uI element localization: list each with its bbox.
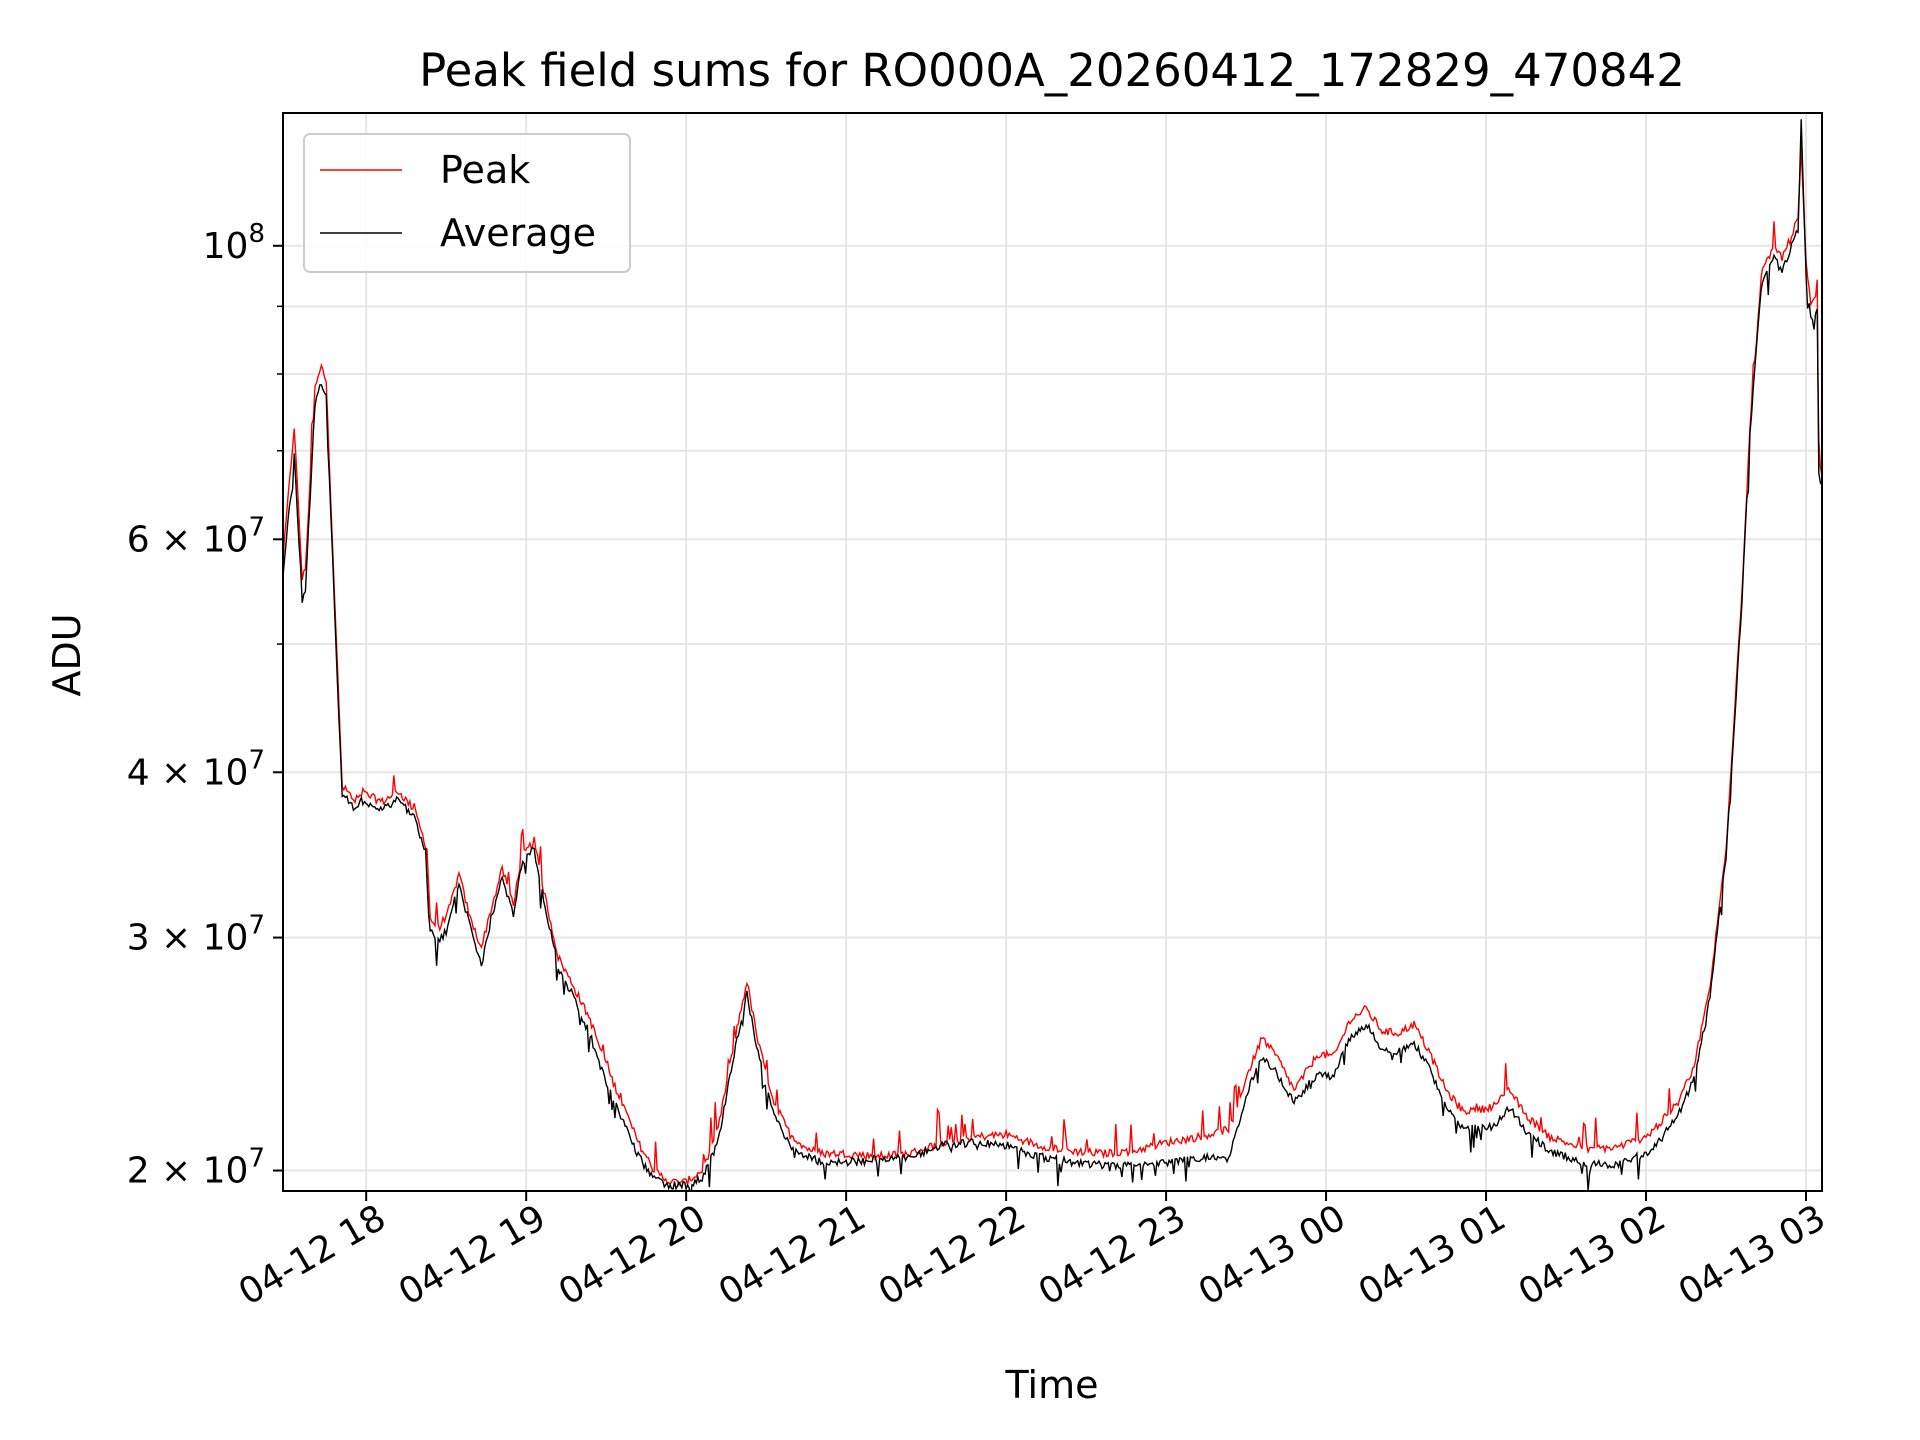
- y-tick-label: 6 × 107: [127, 512, 265, 560]
- legend-box: [303, 133, 631, 273]
- y-tick-label: 4 × 107: [127, 745, 265, 793]
- series-line-average: [283, 119, 1822, 1191]
- legend: Peak Average: [303, 133, 631, 273]
- legend-label-average: Average: [440, 211, 596, 255]
- series-line-peak: [283, 147, 1822, 1187]
- y-tick-label: 2 × 107: [127, 1144, 265, 1192]
- y-tick-label: 108: [203, 219, 265, 267]
- chart-title: Peak field sums for RO000A_20260412_1728…: [419, 44, 1685, 97]
- y-tick-label: 3 × 107: [127, 911, 265, 959]
- legend-label-peak: Peak: [440, 148, 530, 192]
- x-axis-title: Time: [1005, 1363, 1099, 1407]
- y-axis-title: ADU: [45, 613, 89, 696]
- grid: [283, 113, 1822, 1191]
- series-group: [283, 119, 1822, 1191]
- plot-frame: [282, 112, 1823, 1192]
